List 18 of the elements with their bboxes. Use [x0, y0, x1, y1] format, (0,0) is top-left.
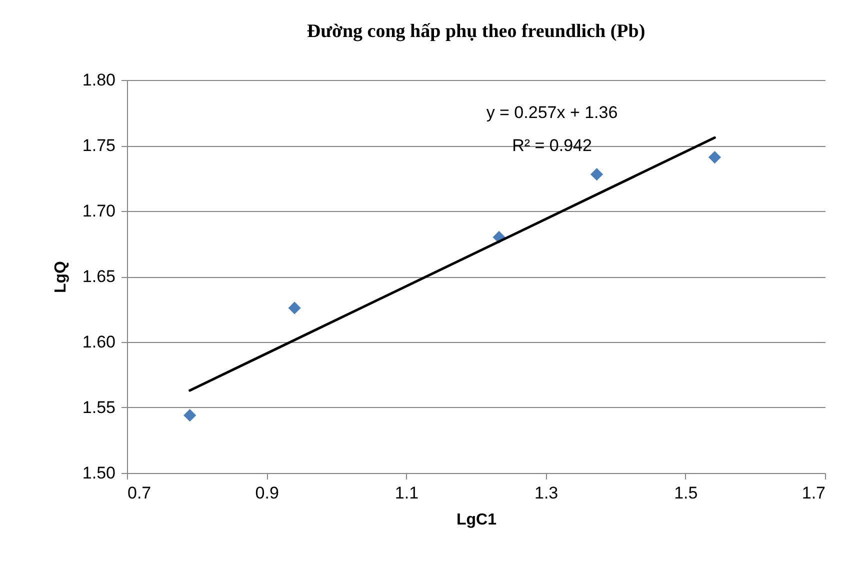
x-tick-label: 0.7 [128, 484, 152, 502]
y-tick-label: 1.50 [82, 464, 116, 482]
chart-title: Đường cong hấp phụ theo freundlich (Pb) [306, 21, 646, 42]
y-tick-label: 1.60 [82, 332, 116, 352]
annotation: R² = 0.942 [512, 136, 592, 155]
x-tick-label: 1.1 [394, 484, 419, 502]
y-tick-label: 1.55 [82, 398, 116, 417]
annotation: y = 0.257x + 1.36 [486, 103, 618, 122]
y-tick-label: 1.80 [82, 70, 116, 90]
x-tick-label: 0.9 [255, 484, 279, 502]
x-axis-title: LgC1 [456, 512, 497, 528]
y-tick-label: 1.75 [82, 136, 116, 155]
x-tick-label: 1.5 [674, 484, 698, 502]
y-tick-label: 1.70 [82, 202, 116, 220]
x-tick-label: 1.3 [534, 484, 558, 502]
y-tick-label: 1.65 [82, 267, 116, 286]
x-tick-label: 1.7 [802, 484, 826, 502]
y-axis-title: LgQ [52, 261, 70, 293]
